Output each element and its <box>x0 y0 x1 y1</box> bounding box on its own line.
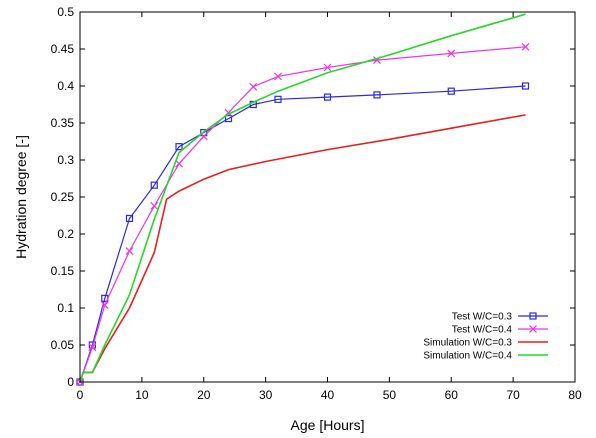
marker-stroke <box>150 201 159 210</box>
data-point <box>373 91 381 99</box>
y-tick-label: 0 <box>67 375 74 389</box>
marker-stroke <box>447 49 456 58</box>
marker-stroke <box>529 325 537 333</box>
data-point <box>274 72 282 81</box>
legend-item: Simulation W/C=0.3 <box>423 338 548 349</box>
y-tick-label: 0.2 <box>57 227 74 241</box>
x-tick-label: 70 <box>506 388 520 402</box>
marker-stroke <box>125 247 134 255</box>
y-tick-label: 0.5 <box>57 5 74 19</box>
x-tick-label: 40 <box>321 388 335 402</box>
data-point <box>100 301 109 309</box>
y-tick-label: 0.4 <box>57 79 74 93</box>
legend-label: Simulation W/C=0.4 <box>423 351 512 362</box>
data-point <box>224 114 233 123</box>
marker-stroke <box>88 343 97 352</box>
marker-stroke <box>323 63 332 72</box>
legend-item: Test W/C=0.4 <box>452 325 548 336</box>
x-axis-title: Age [Hours] <box>291 417 365 433</box>
marker-stroke <box>199 132 208 141</box>
data-point <box>175 143 183 151</box>
x-tick-label: 80 <box>568 388 582 402</box>
data-point <box>521 82 530 90</box>
series-simulation-w-c-0-4 <box>79 13 526 383</box>
x-tick-label: 0 <box>77 388 84 402</box>
marker-stroke <box>100 301 109 309</box>
data-point <box>150 181 158 189</box>
data-point <box>249 82 258 91</box>
legend-label: Test W/C=0.4 <box>452 325 513 336</box>
data-point <box>274 95 282 103</box>
data-point <box>125 214 134 223</box>
series-line <box>79 13 526 383</box>
data-point <box>447 87 455 95</box>
data-point <box>88 343 97 352</box>
series-line <box>79 85 526 383</box>
marker-stroke <box>175 159 183 168</box>
x-tick-label: 50 <box>383 388 397 402</box>
y-tick-label: 0.15 <box>51 264 75 278</box>
marker-stroke <box>249 82 258 91</box>
data-point <box>125 247 134 255</box>
data-point <box>323 93 332 101</box>
data-point <box>175 159 183 168</box>
plot-frame <box>79 11 576 383</box>
axis-ticks: 0 10 20 30 40 50 60 70 80 0 0.05 0.1 0.15 0.2 0.25 0.3 0… <box>51 5 582 402</box>
legend-item: Test W/C=0.3 <box>452 312 548 323</box>
y-tick-label: 0.05 <box>51 338 75 352</box>
y-axis-title: Hydration degree [-] <box>13 135 29 259</box>
legend-label: Simulation W/C=0.3 <box>423 338 512 349</box>
y-tick-label: 0.45 <box>51 42 75 56</box>
legend-marker <box>529 312 537 320</box>
y-tick-label: 0.35 <box>51 116 75 130</box>
x-tick-label: 20 <box>197 388 211 402</box>
x-tick-label: 60 <box>445 388 459 402</box>
legend-item: Simulation W/C=0.4 <box>423 351 548 362</box>
y-tick-label: 0.3 <box>57 153 74 167</box>
x-tick-label: 30 <box>259 388 273 402</box>
marker-stroke <box>521 42 530 51</box>
data-point <box>323 63 332 72</box>
y-tick-label: 0.1 <box>57 301 74 315</box>
legend-label: Test W/C=0.3 <box>452 312 513 323</box>
data-point <box>447 49 456 58</box>
x-tick-label: 10 <box>135 388 149 402</box>
legend: Test W/C=0.3 Test W/C=0.4 Simulation W/C=0… <box>423 312 548 362</box>
y-tick-label: 0.25 <box>51 190 75 204</box>
marker-stroke <box>274 72 282 81</box>
legend-marker <box>529 325 537 333</box>
data-point <box>150 201 159 210</box>
series-layer <box>76 13 530 386</box>
data-point <box>521 42 530 51</box>
